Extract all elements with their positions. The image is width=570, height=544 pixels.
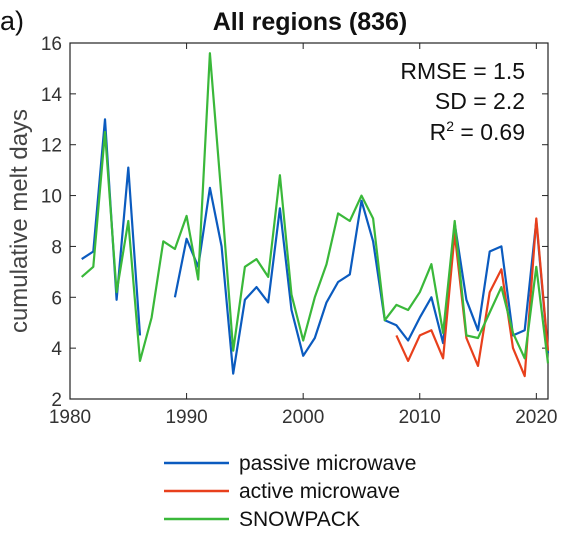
- y-tick-label: 14: [41, 85, 63, 106]
- y-tick-label: 2: [51, 390, 62, 411]
- series-line-active-microwave: [395, 217, 550, 378]
- y-tick-label: 10: [41, 187, 62, 208]
- series-line-snowpack: [80, 52, 550, 364]
- stats-box: RMSE = 1.5 SD = 2.2 R2 = 0.69: [400, 58, 525, 145]
- rmse-stat: RMSE = 1.5: [400, 58, 525, 84]
- plot-area: 1980 1990 2000 2010 2020 2 4 6 8 10 12 14 16: [41, 34, 558, 428]
- x-tick-label: 2020: [515, 407, 557, 428]
- y-tick-label: 4: [51, 339, 62, 360]
- panel-label: a): [0, 6, 24, 36]
- y-axis-title: cumulative melt days: [6, 109, 33, 333]
- x-tick-label: 1990: [165, 407, 207, 428]
- r2-base: R: [430, 119, 447, 145]
- legend-label-passive-microwave: passive microwave: [239, 452, 416, 475]
- plot-frame: [69, 42, 549, 400]
- sd-stat: SD = 2.2: [435, 88, 525, 114]
- legend-label-active-microwave: active microwave: [239, 480, 400, 503]
- y-tick-label: 12: [41, 136, 62, 157]
- r2-superscript: 2: [446, 118, 454, 134]
- y-tick-label: 8: [51, 237, 62, 258]
- x-tick-label: 2010: [399, 407, 441, 428]
- legend-label-snowpack: SNOWPACK: [239, 508, 360, 531]
- series-group: [80, 52, 550, 378]
- legend: passive microwave active microwave SNOWPAC…: [164, 452, 416, 531]
- x-tick-label: 2000: [282, 407, 324, 428]
- y-tick-label: 16: [41, 34, 62, 55]
- x-tick-label: 1980: [49, 407, 91, 428]
- axis-ticks: 1980 1990 2000 2010 2020 2 4 6 8 10 12 14 16: [41, 34, 558, 428]
- r2-value: = 0.69: [454, 119, 525, 145]
- chart-title: All regions (836): [213, 8, 408, 36]
- y-tick-label: 6: [51, 288, 62, 309]
- r2-stat: R2 = 0.69: [430, 118, 525, 145]
